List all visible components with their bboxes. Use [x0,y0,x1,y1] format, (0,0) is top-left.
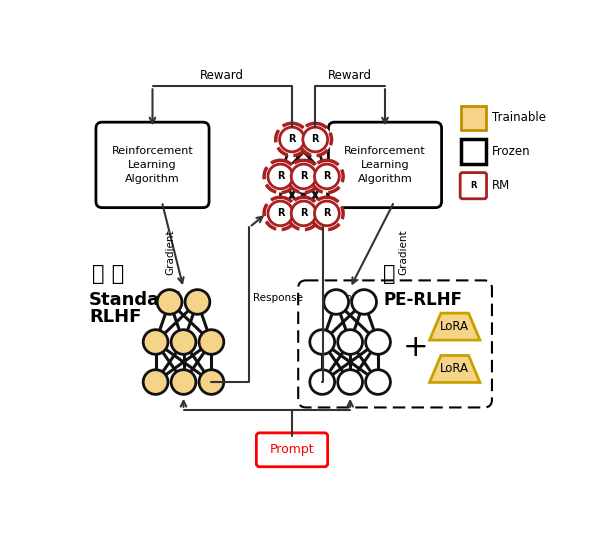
Text: Trainable: Trainable [492,111,546,124]
Circle shape [276,123,308,156]
FancyBboxPatch shape [328,122,442,208]
FancyBboxPatch shape [461,139,486,164]
Circle shape [365,330,391,354]
Text: R: R [323,172,331,181]
Circle shape [291,164,316,189]
Circle shape [143,330,168,354]
Circle shape [268,201,293,226]
FancyBboxPatch shape [460,173,487,199]
Circle shape [310,330,335,354]
Text: R: R [300,172,307,181]
Text: Frozen: Frozen [492,145,530,158]
Text: R: R [311,134,319,145]
FancyBboxPatch shape [96,122,209,208]
Circle shape [338,370,362,394]
Circle shape [338,330,362,354]
Circle shape [268,164,293,189]
Text: LoRA: LoRA [440,362,469,375]
Circle shape [365,370,391,394]
Text: R: R [470,181,476,190]
Text: R: R [323,208,331,218]
FancyBboxPatch shape [461,106,486,130]
Circle shape [310,370,335,394]
Circle shape [287,160,320,193]
Text: Response: Response [327,293,377,303]
Circle shape [280,127,304,152]
Circle shape [291,201,316,226]
Text: +: + [403,333,429,362]
Circle shape [352,289,376,314]
Text: R: R [288,134,296,145]
Text: Gradient: Gradient [398,229,408,274]
Circle shape [287,197,320,230]
Circle shape [264,160,296,193]
Text: RLHF: RLHF [89,308,142,326]
Text: Reinforcement
Learning
Algorithm: Reinforcement Learning Algorithm [344,146,426,184]
Text: R: R [277,172,284,181]
Text: R: R [300,208,307,218]
Text: Ⓢ Ⓢ: Ⓢ Ⓢ [92,264,124,284]
Circle shape [157,289,182,314]
Text: LoRA: LoRA [440,320,469,333]
Text: Reward: Reward [328,69,372,82]
Circle shape [199,370,224,394]
Text: Ⓢ: Ⓢ [383,264,396,284]
Text: Response: Response [253,293,303,303]
FancyBboxPatch shape [256,433,328,467]
Circle shape [264,197,296,230]
Polygon shape [430,313,480,340]
Circle shape [311,197,343,230]
Circle shape [171,330,196,354]
Text: R: R [277,208,284,218]
Circle shape [299,123,332,156]
Circle shape [303,127,328,152]
Text: PE-RLHF: PE-RLHF [383,291,463,309]
Circle shape [324,289,349,314]
Text: Reward: Reward [200,69,244,82]
Circle shape [185,289,210,314]
Text: Gradient: Gradient [166,229,176,274]
Circle shape [199,330,224,354]
Circle shape [311,160,343,193]
Circle shape [143,370,168,394]
Text: RM: RM [492,179,510,192]
Text: Reinforcement
Learning
Algorithm: Reinforcement Learning Algorithm [112,146,193,184]
Circle shape [171,370,196,394]
Polygon shape [430,355,480,382]
Text: Prompt: Prompt [269,443,314,456]
Text: Standard: Standard [89,291,182,309]
Circle shape [314,164,339,189]
Circle shape [314,201,339,226]
